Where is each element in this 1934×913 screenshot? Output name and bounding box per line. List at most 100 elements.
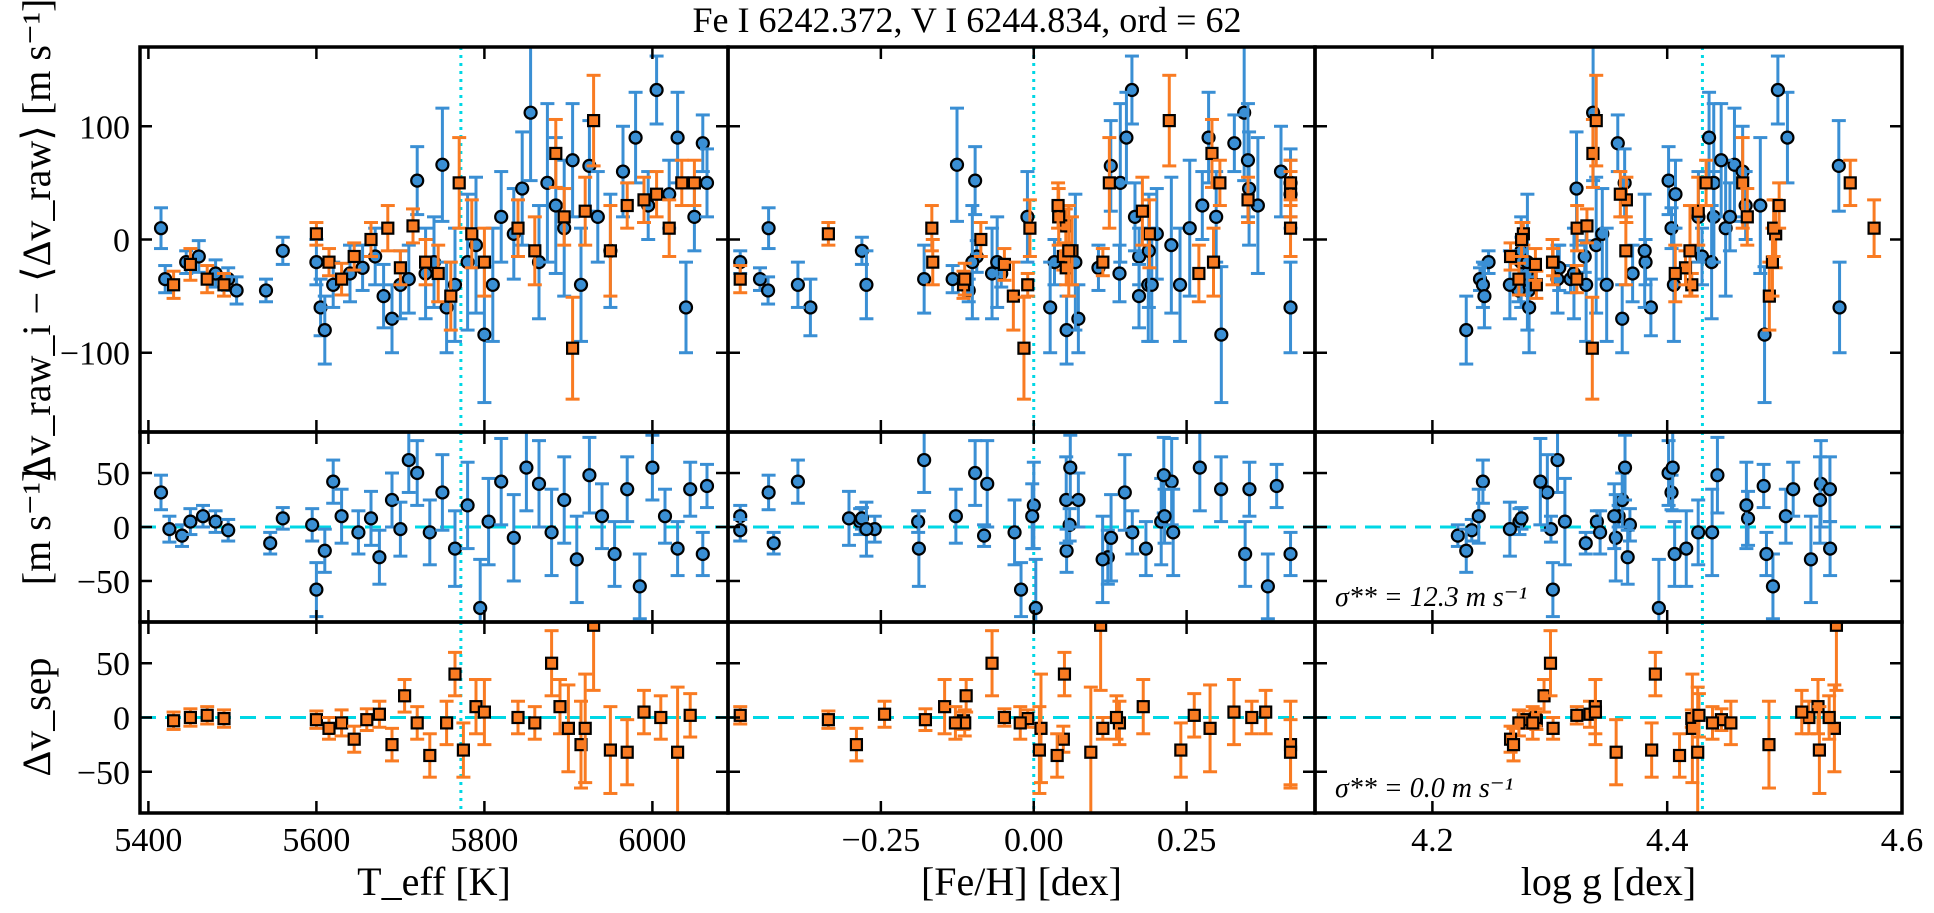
- y-tick-label: −100: [60, 336, 130, 373]
- data-point: [607, 546, 622, 562]
- data-point: [945, 272, 960, 287]
- data-point: [363, 511, 379, 526]
- data-point: [1283, 221, 1298, 235]
- data-point: [1651, 600, 1666, 616]
- data-point: [217, 278, 231, 292]
- data-point: [1094, 622, 1108, 632]
- data-point: [733, 272, 747, 286]
- data-point: [1187, 708, 1201, 722]
- data-point: [477, 705, 491, 719]
- data-point: [1705, 525, 1720, 540]
- data-point: [1615, 311, 1630, 326]
- data-point: [683, 708, 697, 722]
- data-point: [586, 114, 601, 128]
- data-point: [1569, 181, 1584, 196]
- data-point: [1020, 209, 1035, 224]
- data-point: [1739, 498, 1754, 513]
- data-point: [1570, 272, 1584, 286]
- data-point: [948, 509, 963, 524]
- data-point: [1691, 204, 1705, 218]
- data-point: [620, 482, 635, 497]
- data-point: [406, 219, 420, 233]
- data-point: [1762, 738, 1776, 752]
- data-point: [1023, 221, 1037, 235]
- data-point: [1503, 249, 1518, 264]
- data-point: [662, 221, 676, 235]
- data-point: [1138, 541, 1154, 556]
- data-point: [1227, 136, 1242, 151]
- data-point: [1214, 327, 1229, 342]
- data-point: [803, 300, 818, 315]
- data-point: [1242, 482, 1257, 497]
- data-point: [683, 482, 698, 497]
- data-point: [1164, 238, 1179, 253]
- data-point: [481, 514, 496, 529]
- data-point: [959, 689, 973, 703]
- data-point: [1557, 514, 1572, 529]
- data-point: [1679, 541, 1694, 556]
- data-point: [968, 173, 983, 188]
- data-point: [317, 322, 332, 338]
- data-point: [1157, 509, 1172, 524]
- x-tick-label: 5800: [450, 822, 518, 859]
- data-point: [1740, 511, 1756, 526]
- data-point: [440, 716, 454, 730]
- data-point: [1599, 277, 1614, 292]
- data-point: [687, 176, 702, 190]
- data-point: [1831, 158, 1846, 173]
- x-tick-label: 5400: [114, 822, 182, 859]
- data-point: [582, 468, 597, 483]
- data-point: [229, 283, 244, 298]
- data-point: [918, 713, 933, 727]
- data-point: [1502, 522, 1517, 537]
- data-point: [309, 582, 324, 597]
- y-tick-label: −50: [77, 755, 130, 792]
- data-point: [1096, 721, 1110, 735]
- data-point: [1710, 468, 1725, 483]
- data-point: [1512, 272, 1526, 286]
- data-point: [1227, 705, 1241, 719]
- data-point: [305, 517, 320, 532]
- data-point: [1765, 255, 1780, 269]
- data-point: [549, 146, 563, 161]
- data-point: [997, 257, 1011, 272]
- data-point: [1540, 485, 1555, 500]
- data-point: [183, 514, 198, 529]
- data-point: [849, 738, 864, 752]
- data-point: [309, 255, 324, 270]
- data-point: [1570, 708, 1584, 722]
- data-point: [309, 227, 323, 241]
- data-point: [1007, 525, 1022, 540]
- data-point: [511, 221, 525, 235]
- data-point: [1238, 546, 1253, 562]
- data-point: [410, 173, 425, 188]
- data-point: [456, 743, 470, 757]
- data-point: [1241, 193, 1255, 207]
- data-point: [1056, 732, 1070, 746]
- data-point: [448, 667, 462, 681]
- data-point: [1822, 482, 1838, 497]
- data-point: [578, 204, 592, 218]
- data-point: [1459, 543, 1474, 558]
- data-point: [925, 221, 939, 235]
- data-point: [565, 153, 580, 168]
- data-point: [1043, 300, 1058, 315]
- data-point: [1192, 460, 1207, 475]
- sigma-annotation: σ** = 12.3 m s⁻¹: [1335, 582, 1527, 613]
- data-point: [1829, 622, 1844, 632]
- data-point: [1283, 745, 1298, 759]
- data-point: [548, 198, 563, 213]
- data-point: [1756, 478, 1771, 494]
- data-point: [1119, 130, 1134, 145]
- data-point: [1240, 153, 1256, 168]
- data-point: [1593, 525, 1608, 540]
- data-point: [980, 476, 995, 491]
- y-axis-title-units: [m s⁻¹]: [14, 469, 59, 585]
- data-point: [974, 232, 988, 247]
- data-point: [1283, 546, 1298, 562]
- data-point: [153, 485, 169, 500]
- data-point: [917, 272, 932, 287]
- data-point: [263, 536, 278, 551]
- data-point: [1283, 300, 1298, 315]
